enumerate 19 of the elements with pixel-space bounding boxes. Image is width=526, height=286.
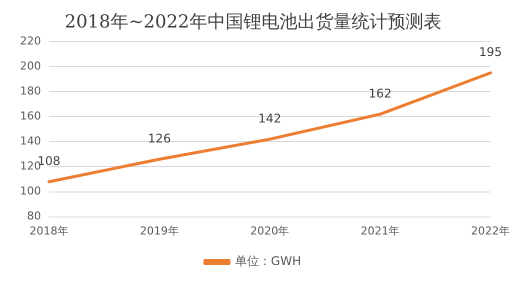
y-tick-label: 180: [20, 84, 41, 98]
y-tick-label: 220: [20, 34, 41, 48]
data-label: 142: [258, 111, 282, 126]
data-label: 162: [368, 86, 392, 100]
legend-label: 单位：GWH: [234, 254, 302, 268]
x-tick-label: 2020年: [250, 224, 290, 238]
y-tick-label: 80: [26, 210, 41, 223]
y-tick-label: 140: [20, 134, 41, 148]
y-tick-label: 100: [20, 184, 41, 198]
chart-title: 2018年~2022年中国锂电池出货量统计预测表: [64, 11, 442, 32]
x-tick-label: 2021年: [360, 224, 400, 238]
x-tick-label: 2022年: [471, 224, 510, 238]
data-label: 195: [479, 45, 502, 60]
y-tick-label: 160: [20, 110, 41, 123]
y-tick-label: 120: [20, 160, 41, 173]
x-tick-label: 2019年: [140, 224, 179, 238]
data-label: 126: [148, 131, 171, 146]
y-tick-label: 200: [20, 59, 41, 72]
x-tick-label: 2018年: [29, 224, 68, 238]
